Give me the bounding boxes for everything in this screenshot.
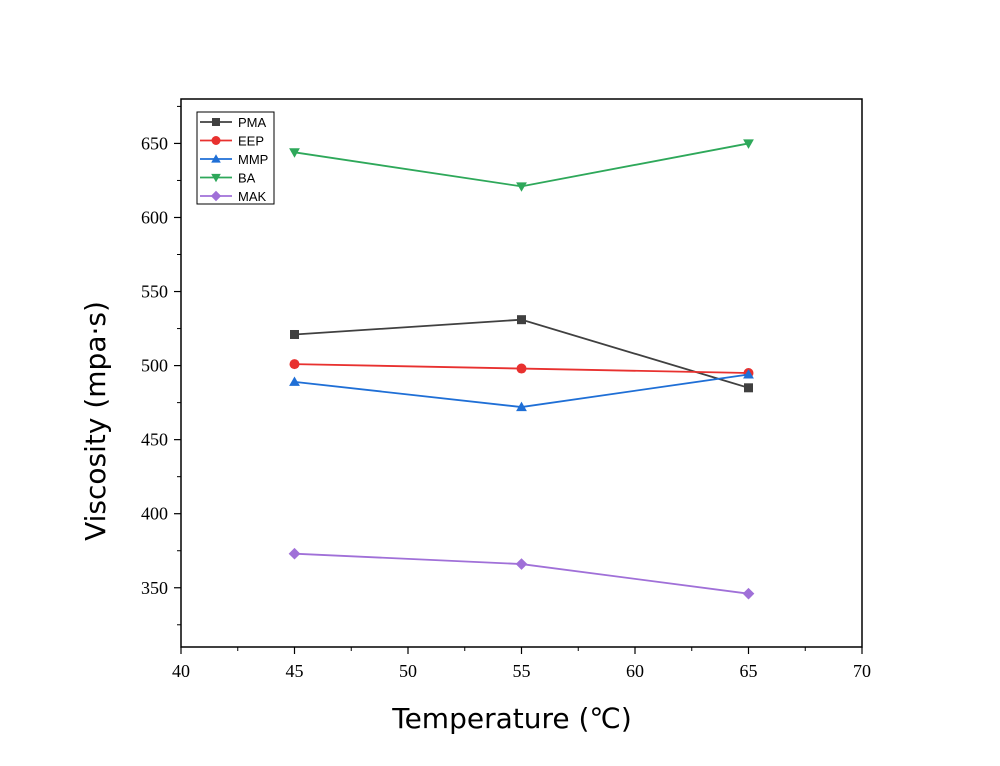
data-point-pma [744,383,753,393]
series-pma [290,315,753,393]
x-tick-label: 60 [626,661,644,681]
series-mmp [289,369,754,412]
data-point-mmp [289,376,300,386]
legend-marker-mak [210,190,222,202]
y-tick-label: 650 [141,133,168,153]
legend-marker-pma [212,118,220,126]
legend: PMA EEP MMP BA MAK [196,111,275,205]
legend-label-pma: PMA [238,115,267,130]
x-tick-label: 50 [399,661,417,681]
series-ba [289,139,754,192]
legend-marker-eep [211,136,221,145]
legend-item-mak: MAK [200,189,267,204]
data-point-ba [289,148,300,158]
legend-marker-mmp [211,154,221,163]
data-point-mak [515,558,528,570]
data-point-eep [289,359,300,370]
legend-item-pma: PMA [200,115,267,130]
legend-item-eep: EEP [200,134,264,149]
series-line-pma [294,318,749,389]
x-tick-label: 45 [286,661,304,681]
data-point-pma [517,315,526,325]
legend-item-ba: BA [200,171,256,186]
series-line-ba [294,142,749,188]
data-point-ba [516,182,527,192]
data-point-eep [516,363,527,374]
data-point-mmp [743,369,754,379]
data-point-mmp [516,401,527,412]
x-axis-title: Temperature (℃) [391,702,632,735]
legend-label-ba: BA [238,171,256,186]
y-tick-label: 600 [141,207,168,227]
data-point-mak [742,587,755,600]
series-mak [288,547,755,600]
y-axis-title: Viscosity (mpa·s) [79,301,112,541]
data-point-ba [743,139,754,149]
y-tick-label: 500 [141,356,168,376]
x-tick-label: 70 [853,661,871,681]
y-axis: 350 400 450 500 550 600 650 [141,105,181,626]
legend-box [196,111,275,205]
x-tick-label: 40 [172,661,190,681]
legend-label-mmp: MMP [238,152,268,167]
x-axis: 40 45 50 55 60 65 70 [172,647,871,681]
x-tick-label: 55 [513,661,531,681]
data-point-mak [288,547,301,560]
y-tick-label: 350 [141,578,168,598]
y-tick-label: 450 [141,430,168,450]
y-tick-label: 400 [141,504,168,524]
data-point-pma [290,329,299,339]
x-tick-label: 65 [740,661,758,681]
y-tick-label: 550 [141,282,168,302]
series-layer [288,139,755,600]
legend-item-mmp: MMP [200,152,268,167]
legend-label-eep: EEP [238,134,264,149]
legend-label-mak: MAK [238,189,267,204]
legend-marker-ba [211,173,221,183]
